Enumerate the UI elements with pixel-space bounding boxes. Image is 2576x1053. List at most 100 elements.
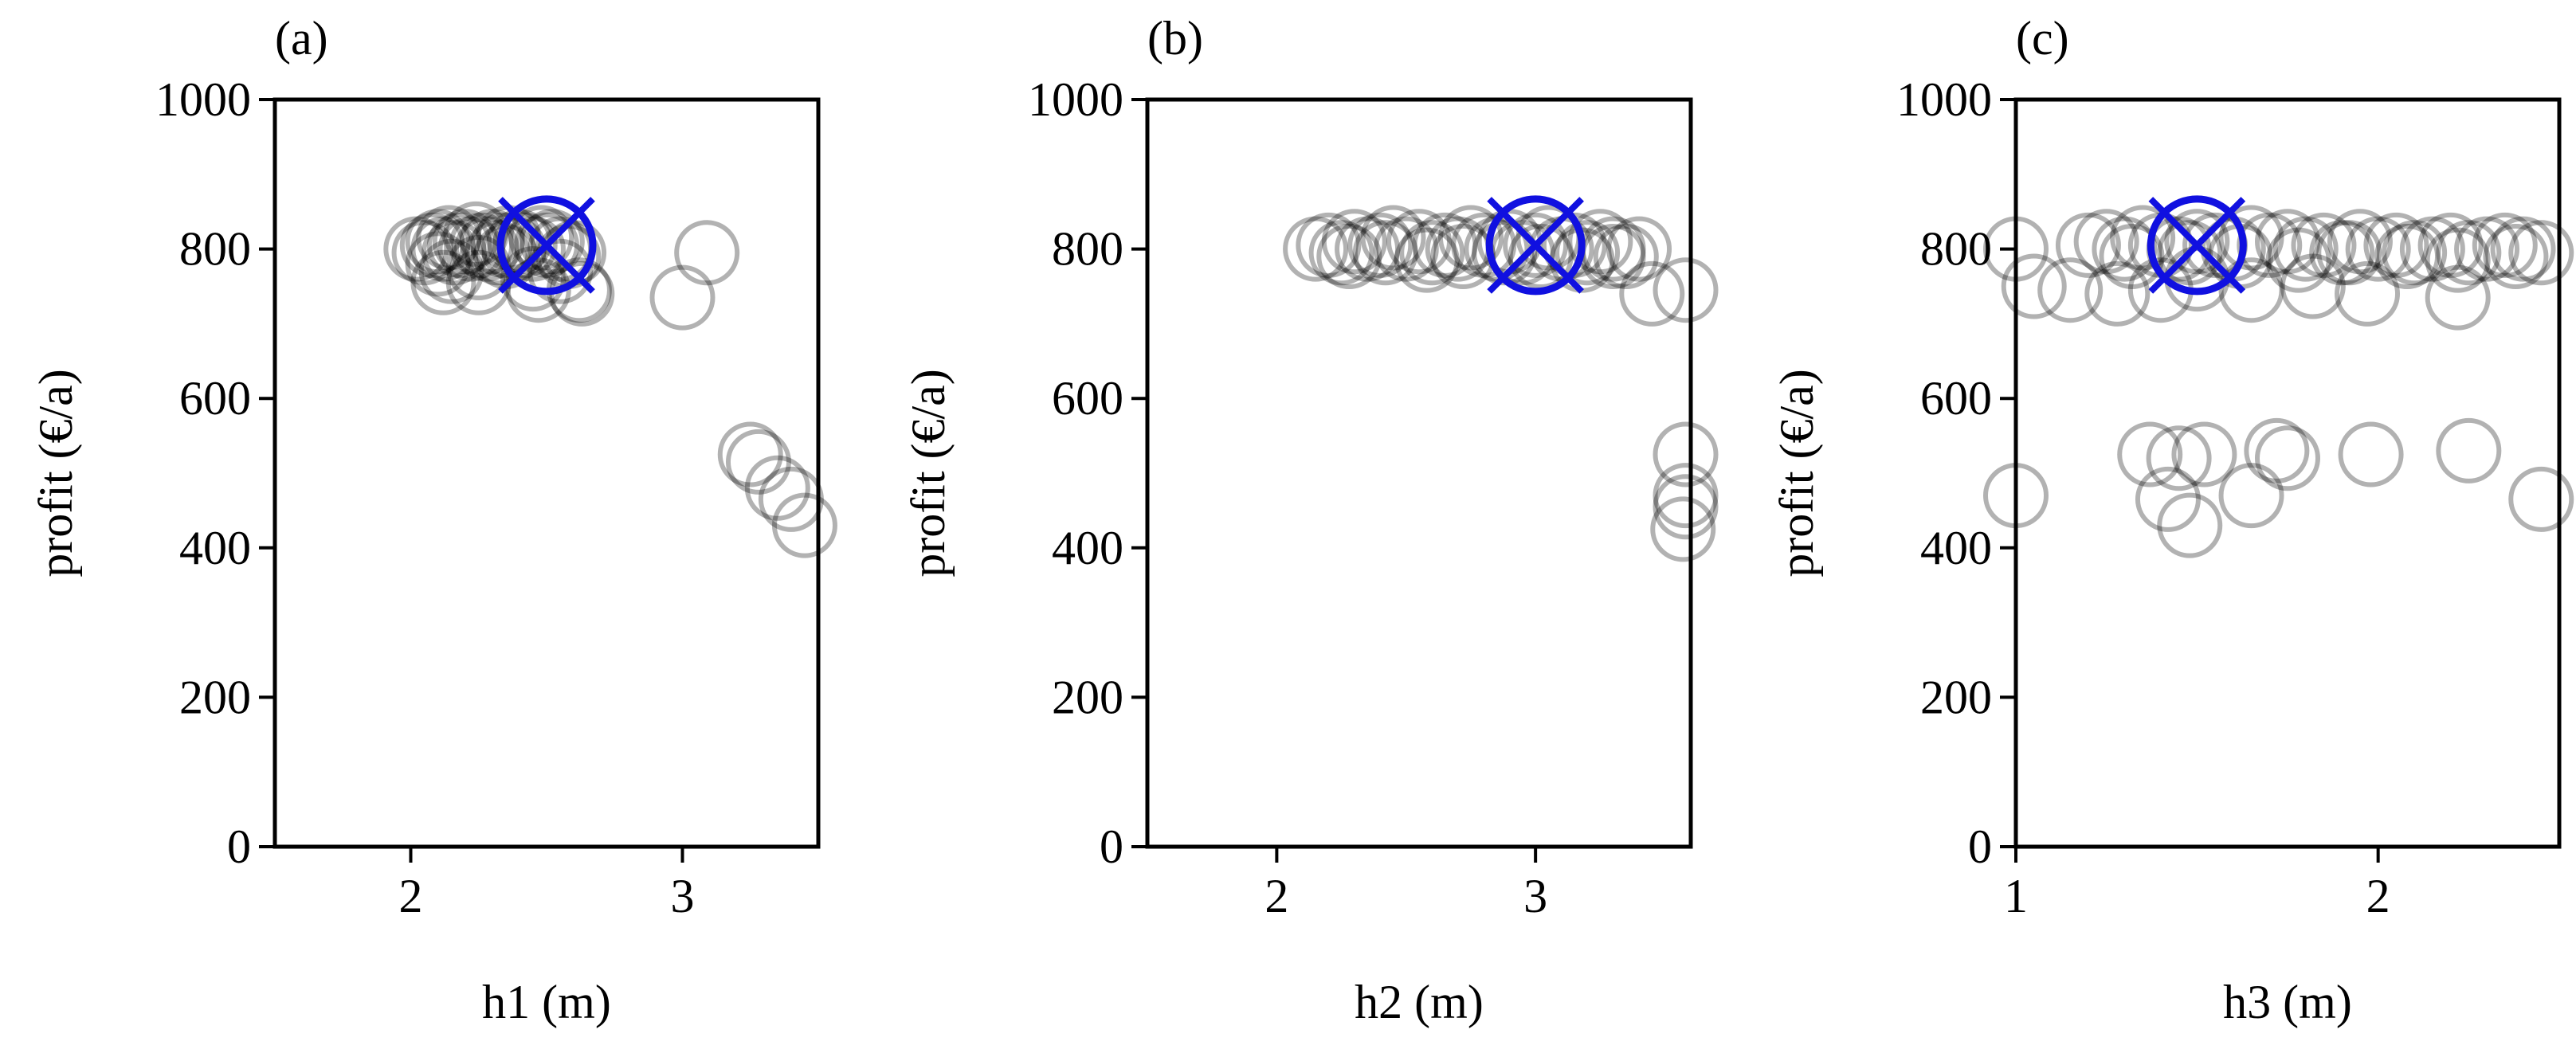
- sample-point: [391, 220, 457, 286]
- sample-point: [1386, 209, 1452, 275]
- y-axis-label: profit (€/a): [29, 369, 82, 577]
- y-tick-label: 1000: [1028, 73, 1123, 126]
- sample-point: [492, 212, 558, 278]
- sample-point: [418, 238, 484, 304]
- optimum-marker: [1485, 195, 1586, 296]
- x-axis-label: h3 (m): [2223, 976, 2352, 1028]
- sample-point: [432, 209, 498, 275]
- sample-point: [2244, 417, 2310, 483]
- sample-point: [758, 466, 824, 532]
- sample-point: [500, 246, 566, 312]
- sample-point: [1508, 223, 1574, 289]
- panel-label: (a): [275, 12, 328, 65]
- y-tick-label: 800: [1920, 223, 1992, 276]
- sample-point: [470, 212, 536, 278]
- sample-point: [674, 220, 740, 286]
- sample-point: [2110, 205, 2176, 271]
- optimum-cross-line: [1487, 197, 1584, 294]
- sample-point: [1296, 212, 1362, 278]
- optimum-circle: [496, 195, 597, 296]
- sample-point: [2345, 216, 2411, 282]
- sample-point: [2425, 264, 2491, 331]
- y-tick-label: 200: [179, 671, 251, 723]
- plot-frame: [272, 97, 821, 849]
- panel-label: (c): [2016, 12, 2069, 65]
- sample-point: [1503, 212, 1569, 278]
- optimum-circle: [1485, 195, 1586, 296]
- sample-point: [2084, 260, 2151, 327]
- sample-point: [416, 205, 482, 271]
- sample-point: [399, 212, 465, 278]
- sample-point: [421, 220, 488, 286]
- sample-point: [1593, 223, 1659, 289]
- x-tick-label: 3: [671, 870, 695, 922]
- sample-point: [2157, 220, 2223, 286]
- sample-point: [1451, 212, 1517, 278]
- y-tick-label: 0: [227, 820, 251, 873]
- x-axis-label: h1 (m): [482, 976, 611, 1028]
- y-tick-label: 1000: [1896, 73, 1992, 126]
- sample-point: [2255, 425, 2320, 491]
- sample-point: [405, 209, 471, 275]
- sample-point: [2164, 209, 2230, 275]
- y-tick-label: 400: [1052, 522, 1123, 574]
- sample-point: [508, 205, 574, 271]
- sample-point: [514, 212, 579, 278]
- sample-point: [649, 264, 716, 331]
- x-tick-label: 1: [2004, 870, 2028, 922]
- sample-point: [717, 421, 783, 487]
- x-tick-label: 3: [1523, 870, 1547, 922]
- sample-point: [2483, 223, 2549, 289]
- sample-point: [426, 212, 492, 278]
- sample-point: [2237, 212, 2303, 278]
- sample-point: [1653, 474, 1719, 540]
- y-tick-label: 400: [179, 522, 251, 574]
- sample-point: [459, 209, 525, 275]
- sample-point: [2218, 257, 2284, 323]
- sample-point: [2399, 216, 2465, 282]
- optimum-cross-line: [498, 197, 595, 294]
- sample-point: [1653, 463, 1719, 529]
- sample-point: [2218, 205, 2284, 271]
- y-tick-label: 200: [1920, 671, 1992, 723]
- sample-point: [2508, 466, 2574, 532]
- sample-point: [1352, 220, 1418, 286]
- sample-point: [2272, 216, 2339, 282]
- sample-point: [2037, 257, 2104, 323]
- sample-point: [1555, 220, 1621, 286]
- sample-point: [1283, 216, 1349, 282]
- y-tick-label: 1000: [155, 73, 251, 126]
- sample-point: [2335, 260, 2401, 327]
- sample-point: [410, 216, 476, 282]
- sample-point: [2309, 220, 2375, 286]
- sample-point: [2099, 223, 2165, 289]
- sample-point: [2454, 216, 2520, 282]
- sample-point: [527, 238, 594, 304]
- sample-point: [1437, 205, 1504, 271]
- sample-point: [1347, 212, 1413, 278]
- sample-point: [1412, 212, 1478, 278]
- sample-point: [744, 455, 810, 521]
- sample-point: [449, 212, 515, 278]
- sample-point: [2092, 216, 2158, 282]
- x-tick-label: 2: [399, 870, 423, 922]
- sample-point: [2117, 421, 2183, 487]
- y-tick-label: 600: [1920, 372, 1992, 425]
- sample-point: [1606, 216, 1672, 282]
- sample-point: [1653, 421, 1719, 487]
- sample-point: [2135, 466, 2201, 532]
- plot-frame: [1145, 97, 1693, 849]
- panel-b: (b) profit (€/a) h2 (m) 0 200 400 600 800 100…: [902, 12, 1719, 1028]
- sample-point: [2157, 492, 2223, 558]
- sample-point: [1619, 260, 1685, 327]
- optimum-marker: [2147, 195, 2247, 296]
- sample-point: [771, 492, 837, 558]
- sample-point: [2171, 421, 2237, 487]
- sample-point: [410, 249, 476, 315]
- y-axis-label: profit (€/a): [902, 369, 955, 577]
- sample-point: [1373, 216, 1439, 282]
- sample-point: [1394, 227, 1460, 293]
- sample-point: [2265, 227, 2331, 293]
- panel-label: (b): [1147, 12, 1203, 65]
